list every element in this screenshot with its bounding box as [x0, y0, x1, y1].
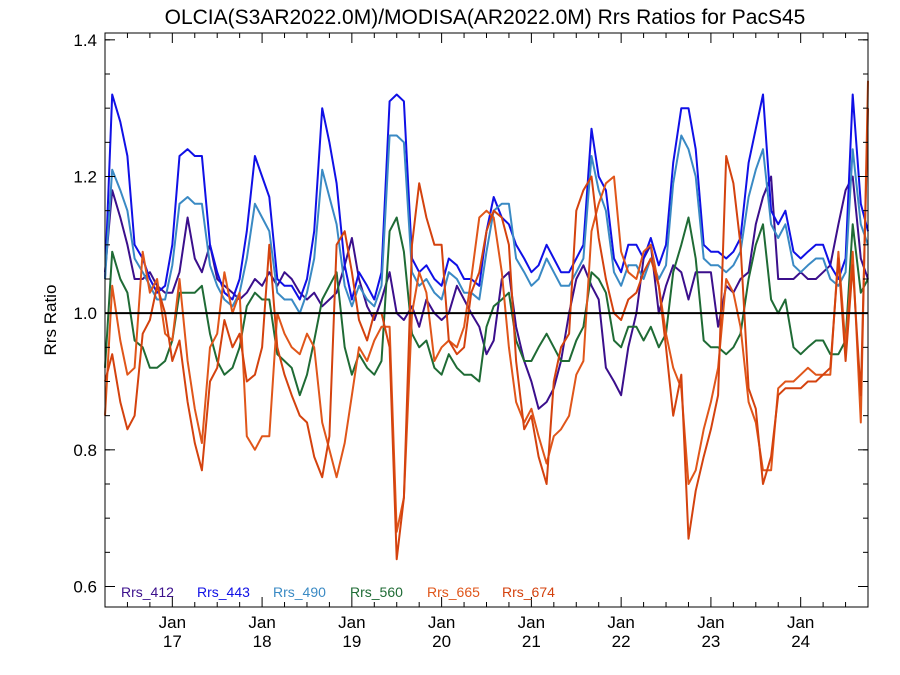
x-tick-label-year: 17	[163, 632, 182, 651]
plot-area: 0.60.81.01.21.4Jan17Jan18Jan19Jan20Jan21…	[73, 31, 869, 651]
x-tick-label-month: Jan	[428, 613, 455, 632]
series-line-rrs-443	[104, 93, 869, 301]
series-line-rrs-674	[104, 108, 869, 561]
x-tick-label-year: 23	[701, 632, 720, 651]
legend-item-rrs-560: Rrs_560	[350, 584, 403, 600]
legend-item-rrs-665: Rrs_665	[427, 584, 480, 600]
x-tick-label-month: Jan	[338, 613, 365, 632]
x-tick-label-year: 20	[432, 632, 451, 651]
legend-item-rrs-674: Rrs_674	[502, 584, 555, 600]
x-tick-label-month: Jan	[787, 613, 814, 632]
series-line-rrs-412	[104, 175, 869, 410]
legend-item-rrs-490: Rrs_490	[273, 584, 326, 600]
x-tick-label-year: 22	[612, 632, 631, 651]
legend-item-rrs-412: Rrs_412	[121, 584, 174, 600]
x-tick-label-year: 21	[522, 632, 541, 651]
x-tick-label-year: 19	[342, 632, 361, 651]
x-tick-label-month: Jan	[248, 613, 275, 632]
y-tick-label: 1.2	[73, 168, 97, 187]
x-tick-label-month: Jan	[607, 613, 634, 632]
x-tick-label-month: Jan	[159, 613, 186, 632]
legend-item-rrs-443: Rrs_443	[197, 584, 250, 600]
x-tick-label-year: 18	[253, 632, 272, 651]
x-tick-label-month: Jan	[518, 613, 545, 632]
series-line-rrs-665	[104, 80, 869, 533]
x-tick-label-month: Jan	[697, 613, 724, 632]
y-axis-label: Rrs Ratio	[41, 285, 60, 356]
series-line-rrs-490	[104, 134, 869, 315]
y-tick-label: 1.4	[73, 31, 97, 50]
y-tick-label: 0.8	[73, 441, 97, 460]
y-tick-label: 1.0	[73, 304, 97, 323]
y-tick-label: 0.6	[73, 578, 97, 597]
chart-title: OLCIA(S3AR2022.0M)/MODISA(AR2022.0M) Rrs…	[165, 6, 806, 29]
x-tick-label-year: 24	[791, 632, 810, 651]
